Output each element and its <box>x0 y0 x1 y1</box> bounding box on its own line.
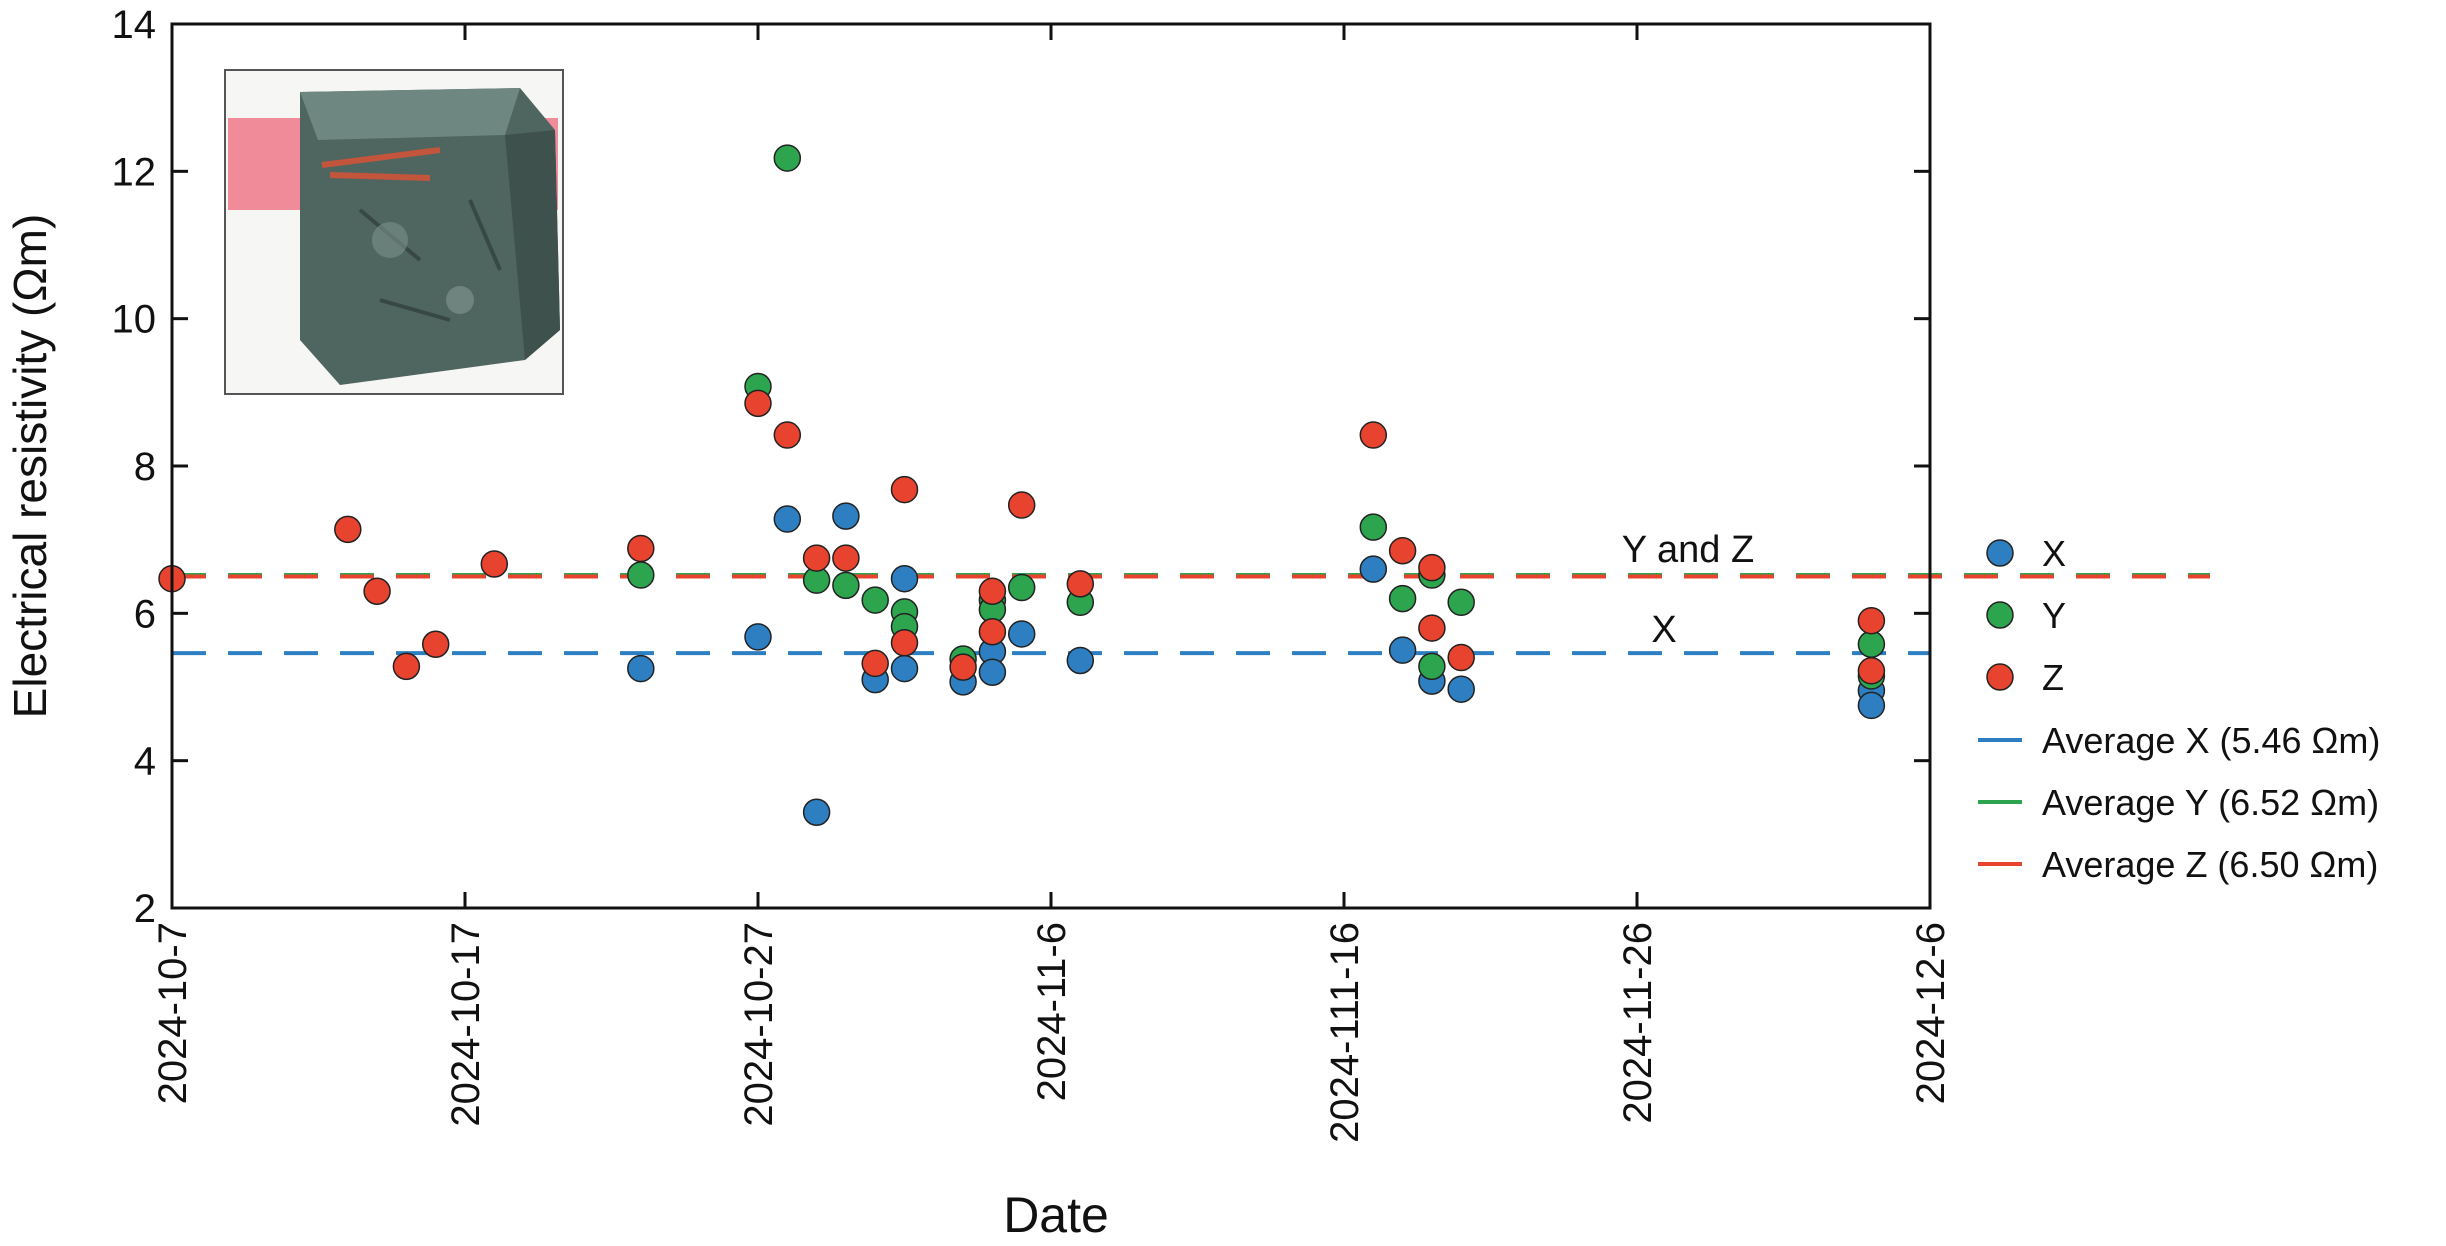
point-z-23 <box>1447 643 1475 672</box>
point-x-18 <box>1857 691 1886 720</box>
x-tick-label: 2024-11-6 <box>1030 922 1074 1101</box>
point-z-16 <box>978 618 1007 646</box>
point-z-20 <box>1388 536 1417 565</box>
point-z-15 <box>978 577 1007 605</box>
x-tick-label: 2024-12-6 <box>1909 922 1953 1104</box>
point-z-18 <box>1066 570 1095 598</box>
point-z-12 <box>890 475 919 504</box>
legend-marker-z <box>1986 663 2014 691</box>
x-axis-label: Date <box>1003 1187 1109 1243</box>
legend: XYZ Average X (5.46 Ωm) Average Y (6.52 Ωm… <box>1978 533 2380 885</box>
point-z-7 <box>744 389 772 418</box>
point-y-14 <box>1388 584 1417 613</box>
point-y-13 <box>1359 513 1388 541</box>
point-y-2 <box>773 144 802 172</box>
point-x-11 <box>1007 620 1036 648</box>
y-tick-label: 6 <box>134 592 156 636</box>
point-x-2 <box>773 505 802 533</box>
x-tick-label: 2024-10-17 <box>444 922 488 1127</box>
point-y-18 <box>1857 630 1886 659</box>
point-y-16 <box>1418 652 1446 681</box>
point-z-2 <box>363 577 391 605</box>
point-z-14 <box>949 653 977 681</box>
point-y-0 <box>627 561 655 589</box>
data-points <box>158 144 1886 826</box>
legend-label-average-0: Average X (5.46 Ωm) <box>2042 720 2380 761</box>
x-tick-label: 2024-10-7 <box>151 922 195 1104</box>
y-tick-label: 4 <box>134 740 156 784</box>
point-z-9 <box>802 544 831 572</box>
y-tick-label: 8 <box>134 445 156 489</box>
y-axis-label: Electrical resistivity (Ωm) <box>4 214 56 719</box>
point-z-6 <box>627 534 655 563</box>
y-tick-label: 2 <box>134 887 156 931</box>
point-z-21 <box>1418 553 1446 582</box>
legend-label-average-1: Average Y (6.52 Ωm) <box>2042 782 2379 823</box>
point-z-1 <box>334 515 362 544</box>
legend-marker-x <box>1986 539 2014 567</box>
point-z-24 <box>1857 606 1886 635</box>
point-x-12 <box>1066 646 1095 675</box>
point-z-11 <box>861 649 889 678</box>
point-y-4 <box>832 571 860 600</box>
point-x-10 <box>978 658 1007 687</box>
point-z-8 <box>773 421 802 449</box>
x-tick-label: 2024-111-16 <box>1323 922 1367 1143</box>
y-tick-label: 10 <box>112 298 157 342</box>
point-z-5 <box>480 550 509 578</box>
legend-label-z: Z <box>2042 657 2064 698</box>
point-z-10 <box>832 544 860 572</box>
legend-label-x: X <box>2042 533 2066 574</box>
point-x-7 <box>890 654 919 683</box>
point-x-13 <box>1359 555 1388 583</box>
x-tick-label: 2024-10-27 <box>737 922 781 1127</box>
legend-marker-y <box>1986 601 2014 629</box>
point-z-4 <box>421 630 450 659</box>
point-x-3 <box>802 798 831 826</box>
point-x-4 <box>832 502 860 530</box>
point-y-17 <box>1447 588 1475 617</box>
point-x-1 <box>744 623 772 651</box>
x-axis-ticks: 2024-10-7 2024-10-17 2024-10-27 2024-11-6 20… <box>151 24 1953 1143</box>
point-z-13 <box>890 629 919 657</box>
point-z-17 <box>1007 491 1036 519</box>
point-y-11 <box>1007 573 1036 602</box>
point-z-19 <box>1359 421 1388 449</box>
average-lines <box>172 573 2210 656</box>
y-tick-label: 12 <box>112 150 157 194</box>
point-z-3 <box>392 652 421 681</box>
point-x-6 <box>890 564 919 593</box>
y-axis-ticks: 2 4 6 8 10 12 14 <box>112 3 1930 931</box>
legend-label-average-2: Average Z (6.50 Ωm) <box>2042 844 2378 885</box>
point-x-14 <box>1388 636 1417 664</box>
x-tick-label: 2024-11-26 <box>1616 922 1660 1124</box>
point-y-5 <box>861 586 889 614</box>
point-x-0 <box>627 654 655 683</box>
y-tick-label: 14 <box>112 3 157 47</box>
point-z-25 <box>1857 657 1886 685</box>
legend-label-y: Y <box>2042 595 2066 636</box>
point-x-16 <box>1447 675 1475 703</box>
avg-annotation-y-and-z: Y and Z <box>1622 529 1754 571</box>
inset-photo <box>224 69 564 395</box>
avg-annotation-x: X <box>1651 609 1676 651</box>
point-z-22 <box>1418 614 1446 642</box>
